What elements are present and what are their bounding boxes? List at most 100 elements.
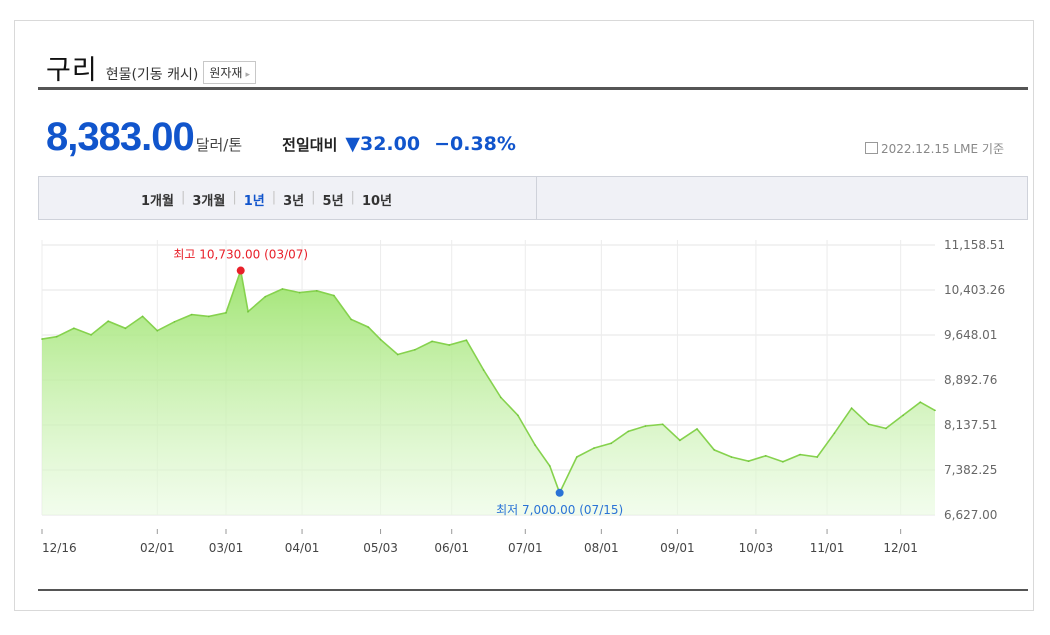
price-point <box>333 294 335 297</box>
price-point <box>661 423 664 426</box>
period-tab[interactable]: 10년 <box>361 194 392 209</box>
low-label: 최저 7,000.00 (07/15) <box>496 503 623 517</box>
y-tick-label: 10,403.26 <box>944 283 1005 297</box>
y-tick-label: 8,892.76 <box>944 373 997 387</box>
y-tick-label: 9,648.01 <box>944 328 997 342</box>
price-point <box>156 329 159 332</box>
price-point <box>534 444 536 446</box>
price-point <box>885 427 887 430</box>
price-point <box>816 456 819 458</box>
period-tab[interactable]: 3년 <box>283 194 305 209</box>
low-marker <box>555 488 564 497</box>
change-label: 전일대비 <box>282 136 338 154</box>
price-point <box>919 401 922 404</box>
price-point <box>107 320 110 322</box>
price-point <box>208 315 210 318</box>
price-point <box>713 449 716 451</box>
high-label: 최고 10,730.00 (03/07) <box>173 248 308 262</box>
copper-price-card <box>14 20 1034 611</box>
y-tick-label: 11,158.51 <box>944 238 1005 252</box>
price-unit: 달러/톤 <box>195 136 243 154</box>
price-point <box>593 447 595 449</box>
price-point <box>298 291 301 294</box>
price-point <box>517 414 519 417</box>
x-tick-label: 04/01 <box>285 541 320 555</box>
price-point <box>799 453 801 456</box>
price-point <box>448 344 451 346</box>
page-title: 구리 <box>46 55 98 86</box>
header-divider <box>38 87 1028 90</box>
footer-divider <box>38 589 1028 591</box>
price-point <box>610 442 612 445</box>
reference-date-text: 2022.12.15 LME 기준 <box>880 142 1004 156</box>
price-point <box>782 460 784 463</box>
period-tab[interactable]: 1년 <box>243 194 265 209</box>
price-point <box>627 430 630 433</box>
y-tick-label: 7,382.25 <box>944 463 997 477</box>
x-tick-label: 03/01 <box>209 541 244 555</box>
period-separator: | <box>232 190 237 205</box>
x-tick-label: 08/01 <box>584 541 619 555</box>
price-point <box>934 409 936 412</box>
price-point <box>431 340 433 343</box>
period-separator: | <box>271 190 277 205</box>
period-tab[interactable]: 3개월 <box>192 194 226 209</box>
price-point <box>247 310 249 313</box>
price-point <box>281 288 284 290</box>
y-tick-label: 6,627.00 <box>944 508 997 522</box>
period-tab[interactable]: 5년 <box>322 194 344 209</box>
x-tick-label: 07/01 <box>508 541 543 555</box>
price-point <box>576 456 578 458</box>
title-row: 구리 현물(기동 캐시) 원자재 ▸ <box>46 48 256 87</box>
price-point <box>833 432 836 434</box>
price-point <box>264 295 267 298</box>
price-point <box>396 353 399 356</box>
price-point <box>367 326 370 328</box>
price-point <box>465 339 468 342</box>
x-tick-label: 05/03 <box>363 541 398 555</box>
period-selector: 1개월 | 3개월 | 1년 | 3년 | 5년 | 10년 <box>38 176 1028 220</box>
price-point <box>73 327 75 330</box>
calendar-icon <box>864 142 878 154</box>
price-point <box>350 318 352 321</box>
x-tick-label: 12/16 <box>42 541 77 555</box>
period-separator: | <box>350 190 355 205</box>
x-tick-label: 11/01 <box>810 541 845 555</box>
price-point <box>225 312 227 314</box>
price-point <box>549 465 551 467</box>
price-point <box>124 327 127 330</box>
price-point <box>55 335 58 338</box>
price-point <box>90 334 92 336</box>
price-point <box>764 455 767 457</box>
current-price: 8,383.00 <box>46 115 195 159</box>
reference-date: 2022.12.15 LME 기준 <box>864 140 1004 157</box>
x-tick-label: 02/01 <box>140 541 175 555</box>
price-point <box>867 423 870 426</box>
price-point <box>499 396 502 399</box>
price-point <box>679 439 681 442</box>
raw-materials-button[interactable]: 원자재 ▸ <box>203 61 256 84</box>
period-separator: | <box>180 190 186 205</box>
price-point <box>379 338 382 341</box>
change-percent: −0.38% <box>434 133 516 155</box>
period-separator: | <box>311 190 316 205</box>
price-point <box>315 289 318 292</box>
price-point <box>173 320 176 323</box>
price-row: 8,383.00 달러/톤 전일대비 ▼32.00 −0.38% <box>46 115 516 160</box>
period-tabs: 1개월 | 3개월 | 1년 | 3년 | 5년 | 10년 <box>141 190 392 209</box>
period-bar-divider <box>536 177 537 219</box>
chevron-right-icon: ▸ <box>245 70 250 80</box>
x-tick-label: 12/01 <box>883 541 918 555</box>
high-marker <box>236 266 245 275</box>
y-tick-label: 8,137.51 <box>944 418 997 432</box>
price-point <box>747 460 750 462</box>
period-tab[interactable]: 1개월 <box>141 194 174 209</box>
x-tick-label: 09/01 <box>660 541 695 555</box>
price-point <box>190 313 193 316</box>
price-point <box>730 456 733 458</box>
price-point <box>414 348 416 351</box>
x-tick-label: 06/01 <box>434 541 469 555</box>
price-point <box>902 414 904 417</box>
price-point <box>850 407 853 409</box>
